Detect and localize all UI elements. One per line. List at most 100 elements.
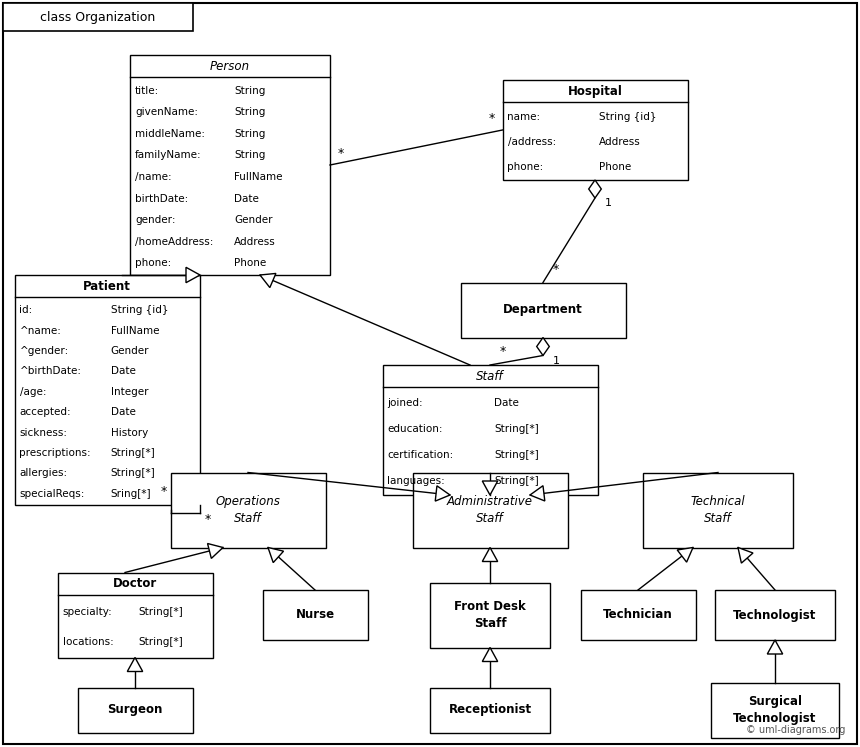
Text: Hospital: Hospital	[568, 84, 623, 98]
Text: Staff: Staff	[476, 370, 504, 382]
Text: *: *	[205, 513, 211, 526]
Text: String[*]: String[*]	[494, 476, 539, 486]
Text: class Organization: class Organization	[40, 10, 156, 23]
Text: Address: Address	[599, 137, 641, 147]
Text: *: *	[553, 262, 559, 276]
Text: String: String	[234, 129, 266, 139]
Bar	[170, 473, 325, 548]
Bar	[15, 275, 200, 505]
Text: Date: Date	[111, 407, 136, 418]
Text: String[*]: String[*]	[138, 607, 183, 617]
Text: Doctor: Doctor	[113, 577, 157, 590]
Text: History: History	[111, 427, 148, 438]
Polygon shape	[435, 486, 450, 501]
Text: String[*]: String[*]	[111, 468, 156, 478]
Text: Surgeon: Surgeon	[108, 704, 163, 716]
Polygon shape	[207, 544, 223, 559]
Text: languages:: languages:	[388, 476, 445, 486]
Text: *: *	[488, 112, 494, 125]
Text: Technologist: Technologist	[734, 609, 817, 622]
Text: String {id}: String {id}	[111, 306, 169, 315]
Polygon shape	[482, 548, 498, 562]
Bar	[262, 590, 367, 640]
Text: gender:: gender:	[135, 215, 175, 225]
Polygon shape	[537, 338, 550, 356]
Text: ^birthDate:: ^birthDate:	[20, 366, 82, 376]
Polygon shape	[268, 548, 284, 562]
Text: String[*]: String[*]	[494, 450, 539, 460]
Text: String {id}: String {id}	[599, 112, 656, 123]
Text: Patient: Patient	[83, 279, 131, 293]
Bar	[77, 687, 193, 733]
Polygon shape	[767, 640, 783, 654]
Polygon shape	[530, 486, 545, 501]
Text: allergies:: allergies:	[20, 468, 68, 478]
Text: Front Desk
Staff: Front Desk Staff	[454, 600, 525, 630]
Text: String: String	[234, 150, 266, 161]
Bar	[715, 590, 835, 640]
Text: /homeAddress:: /homeAddress:	[135, 237, 213, 247]
Text: Phone: Phone	[234, 258, 267, 268]
Text: specialty:: specialty:	[63, 607, 113, 617]
Text: Surgical
Technologist: Surgical Technologist	[734, 695, 817, 725]
Text: accepted:: accepted:	[20, 407, 71, 418]
Text: String[*]: String[*]	[138, 636, 183, 647]
Polygon shape	[482, 648, 498, 662]
Text: Department: Department	[503, 303, 583, 317]
Bar	[3, 3, 193, 31]
Text: phone:: phone:	[507, 161, 544, 172]
Text: /age:: /age:	[20, 387, 46, 397]
Text: 1: 1	[605, 198, 612, 208]
Text: Date: Date	[111, 366, 136, 376]
Bar	[58, 572, 212, 657]
Text: Technician: Technician	[603, 609, 673, 622]
Text: Gender: Gender	[111, 346, 149, 356]
Text: © uml-diagrams.org: © uml-diagrams.org	[746, 725, 845, 735]
Text: familyName:: familyName:	[135, 150, 201, 161]
Polygon shape	[260, 273, 276, 288]
Bar	[430, 687, 550, 733]
Bar	[130, 55, 330, 275]
Text: joined:: joined:	[388, 398, 423, 408]
Text: /name:: /name:	[135, 172, 172, 182]
Polygon shape	[186, 267, 200, 282]
Text: String: String	[234, 108, 266, 117]
Text: *: *	[161, 485, 167, 498]
Text: birthDate:: birthDate:	[135, 193, 188, 203]
Bar	[711, 683, 839, 737]
Text: String[*]: String[*]	[111, 448, 156, 458]
Text: /address:: /address:	[507, 137, 556, 147]
Polygon shape	[482, 481, 498, 495]
Bar	[580, 590, 696, 640]
Text: FullName: FullName	[111, 326, 159, 335]
Text: Operations
Staff: Operations Staff	[216, 495, 280, 525]
Text: ^name:: ^name:	[20, 326, 61, 335]
Text: Administrative
Staff: Administrative Staff	[447, 495, 533, 525]
Bar	[502, 80, 687, 180]
Text: specialReqs:: specialReqs:	[20, 489, 85, 499]
Text: prescriptions:: prescriptions:	[20, 448, 91, 458]
Text: *: *	[338, 147, 344, 160]
Polygon shape	[738, 548, 753, 563]
Text: Gender: Gender	[234, 215, 273, 225]
Text: Receptionist: Receptionist	[448, 704, 531, 716]
Text: certification:: certification:	[388, 450, 454, 460]
Text: *: *	[500, 345, 507, 358]
Text: 1: 1	[553, 356, 560, 365]
Text: name:: name:	[507, 112, 541, 123]
Text: Phone: Phone	[599, 161, 631, 172]
Polygon shape	[589, 180, 601, 198]
Text: FullName: FullName	[234, 172, 282, 182]
Text: Integer: Integer	[111, 387, 148, 397]
Polygon shape	[677, 548, 693, 562]
Text: Sring[*]: Sring[*]	[111, 489, 151, 499]
Text: String[*]: String[*]	[494, 424, 539, 434]
Text: education:: education:	[388, 424, 443, 434]
Polygon shape	[127, 657, 143, 672]
Text: phone:: phone:	[135, 258, 171, 268]
Text: locations:: locations:	[63, 636, 114, 647]
Text: String: String	[234, 86, 266, 96]
Text: Address: Address	[234, 237, 276, 247]
Text: Date: Date	[234, 193, 259, 203]
Text: Nurse: Nurse	[296, 609, 335, 622]
